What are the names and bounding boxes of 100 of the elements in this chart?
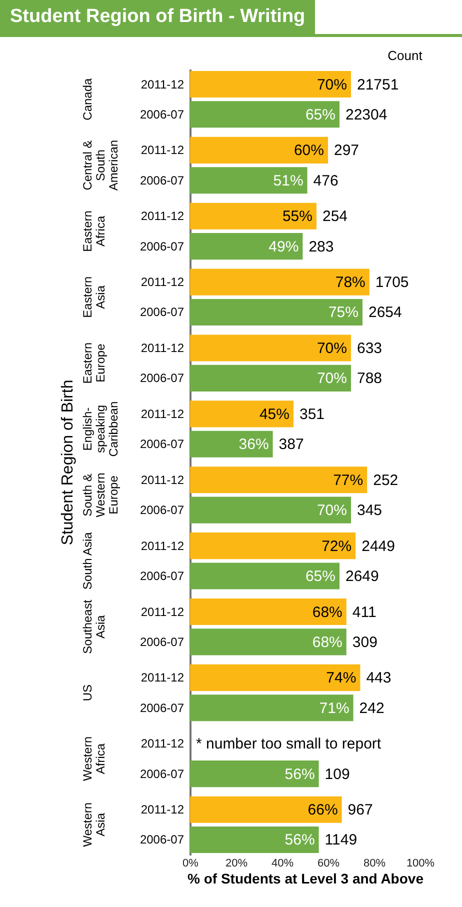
data-label: 74% — [326, 670, 356, 687]
annotation: * number too small to report — [196, 736, 382, 753]
bar — [190, 628, 346, 656]
text: 2011-12 — [140, 406, 184, 421]
data-label: 55% — [282, 208, 312, 226]
data-label: 78% — [335, 274, 366, 292]
chart-title: Student Region of Birth - Writing — [0, 0, 316, 34]
bar — [190, 233, 303, 260]
x-tick-label: 80% — [363, 858, 386, 870]
y-tick-label: Western Asia — [80, 802, 108, 847]
annotation: 22304 — [346, 106, 388, 124]
data-label: 70% — [316, 502, 347, 520]
series-label: 2011-12 — [140, 77, 184, 92]
data-label: 68% — [312, 634, 342, 651]
annotation: 2449 — [362, 538, 395, 555]
text: 2011-12 — [140, 275, 184, 290]
data-label: 70% — [316, 370, 347, 388]
bar — [190, 826, 319, 854]
bar — [190, 760, 319, 788]
bar — [190, 430, 273, 458]
x-tick-label: 60% — [317, 858, 340, 870]
text: 2011-12 — [140, 472, 184, 487]
data-label: 45% — [259, 406, 290, 423]
text: Count — [388, 48, 423, 63]
data-label: 65% — [305, 106, 336, 124]
x-tick-label: 40% — [271, 858, 294, 870]
bar — [190, 532, 356, 560]
bar — [190, 664, 360, 691]
bar — [190, 466, 368, 494]
bar — [190, 400, 294, 428]
text: 2006-07 — [140, 634, 184, 649]
annotation: 411 — [352, 604, 376, 621]
data-label: 56% — [284, 766, 315, 783]
x-tick-label: 100% — [406, 858, 435, 870]
annotation: 345 — [357, 502, 382, 520]
data-label: 56% — [284, 832, 315, 849]
annotation: 309 — [352, 634, 378, 651]
data-label: 51% — [273, 172, 304, 190]
y-tick-label: Canada — [80, 78, 94, 120]
text: 2011-12 — [140, 341, 184, 356]
bar — [190, 694, 354, 722]
annotation: 252 — [373, 472, 398, 489]
annotation: 788 — [357, 370, 382, 388]
text: 2006-07 — [140, 700, 184, 715]
annotation: 297 — [334, 142, 360, 160]
text: 2011-12 — [140, 604, 184, 619]
annotation: 109 — [324, 766, 350, 783]
annotation: 633 — [357, 340, 382, 358]
y-tick-label: Eastern Asia — [80, 276, 108, 318]
annotation: 242 — [359, 700, 384, 717]
annotation: 967 — [348, 802, 373, 819]
text: 2006-07 — [140, 239, 184, 254]
text: 2006-07 — [140, 568, 184, 583]
y-tick-label: Western Africa — [80, 736, 108, 781]
annotation: 476 — [313, 172, 338, 190]
text: 2006-07 — [140, 503, 184, 518]
bar — [190, 334, 351, 362]
bar — [190, 562, 340, 590]
annotation: 2654 — [368, 304, 402, 322]
data-label: 71% — [319, 700, 350, 717]
annotation: 1149 — [324, 832, 358, 849]
y-axis-title: Student Region of Birth — [60, 380, 76, 546]
text: 2011-12 — [140, 538, 184, 553]
text: 2006-07 — [140, 305, 184, 320]
bar — [190, 101, 340, 128]
bar — [190, 298, 362, 326]
bar — [190, 496, 351, 524]
data-label: 65% — [305, 568, 336, 585]
data-label: 66% — [308, 802, 338, 819]
bar — [190, 598, 346, 626]
data-label: 36% — [238, 436, 269, 454]
y-tick-label: US — [80, 684, 94, 702]
annotation: 351 — [300, 406, 325, 423]
x-tick-label: 0% — [182, 858, 199, 870]
annotation: 21751 — [357, 76, 399, 94]
annotation: 283 — [308, 238, 334, 256]
data-label: 75% — [328, 304, 358, 322]
data-label: 72% — [322, 538, 352, 555]
annotation: 1705 — [375, 274, 409, 292]
text: 2006-07 — [140, 832, 184, 847]
x-tick-label: 20% — [225, 858, 248, 870]
bar — [190, 202, 316, 230]
data-label: 77% — [333, 472, 364, 489]
data-label: 60% — [294, 142, 324, 160]
annotation: 2649 — [346, 568, 379, 585]
bar — [190, 167, 308, 194]
y-tick-label: Eastern Europe — [80, 342, 108, 384]
bar — [190, 136, 328, 164]
text: 2006-07 — [140, 437, 184, 452]
text: 2006-07 — [140, 173, 184, 188]
text: 2011-12 — [140, 209, 184, 224]
y-tick-label: Southeast Asia — [80, 599, 108, 654]
data-label: 49% — [268, 238, 299, 256]
data-label: 70% — [316, 340, 347, 358]
y-tick-label: Central & South American — [80, 140, 120, 191]
bar — [190, 796, 342, 823]
data-label: 70% — [316, 76, 347, 94]
bar — [190, 70, 351, 98]
text: 2011-12 — [140, 670, 184, 685]
y-tick-label: South Asia — [80, 532, 94, 590]
